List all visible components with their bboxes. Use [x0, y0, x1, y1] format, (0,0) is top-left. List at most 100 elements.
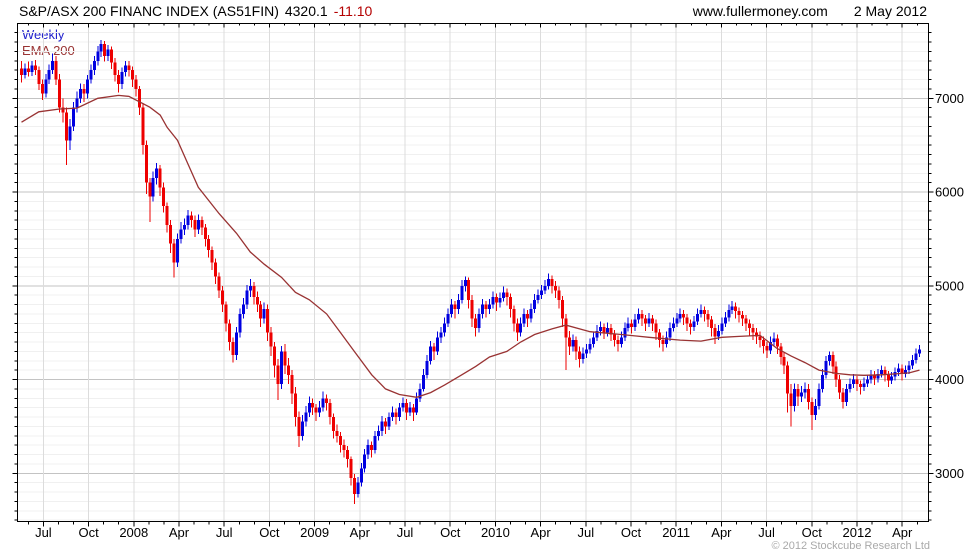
copyright-label: © 2012 Stockcube Research Ltd: [771, 540, 930, 552]
candle-body: [449, 304, 453, 314]
candle-body: [40, 84, 44, 94]
candle-body: [574, 340, 578, 352]
x-tick-label: 2011: [662, 525, 690, 540]
candle-body: [553, 285, 557, 291]
candle-body: [456, 299, 460, 310]
y-tick-label: 6000: [935, 185, 964, 200]
candle-body: [550, 279, 554, 286]
candle-body: [61, 107, 65, 113]
candle-body: [273, 346, 277, 366]
candle-body: [633, 319, 637, 327]
candle-body: [352, 477, 356, 494]
candle-body: [706, 313, 710, 320]
candle-body: [96, 51, 100, 61]
candle-body: [557, 290, 561, 300]
date-label: 2 May 2012: [853, 3, 927, 19]
candle-body: [501, 292, 505, 298]
candle-body: [755, 332, 759, 337]
candle-body: [664, 337, 668, 344]
grid-minor: [17, 32, 929, 521]
candle-body: [886, 374, 890, 381]
y-tick-label: 5000: [935, 278, 964, 293]
candle-body: [872, 374, 876, 379]
candle-body: [588, 343, 592, 350]
candle-body: [907, 365, 911, 371]
candle-body: [304, 412, 308, 422]
candle-body: [730, 306, 734, 311]
candle-body: [879, 370, 883, 374]
candle-body: [436, 337, 440, 352]
candle-body: [917, 349, 921, 354]
candle-body: [51, 60, 55, 71]
candle-body: [58, 79, 62, 108]
candle-body: [484, 304, 488, 310]
candle-body: [678, 313, 682, 319]
candle-body: [394, 412, 398, 417]
candle-body: [439, 332, 443, 338]
candle-body: [311, 402, 315, 408]
candle-body: [113, 62, 117, 75]
candle-body: [359, 468, 363, 483]
candle-body: [512, 309, 516, 324]
candle-body: [647, 318, 651, 324]
candle-body: [692, 321, 696, 327]
candle-body: [883, 370, 887, 375]
grid-vertical: [42, 23, 903, 522]
candle-body: [675, 318, 679, 324]
x-tick-label: Jul: [758, 525, 775, 540]
candle-body: [203, 227, 207, 239]
candle-body: [581, 353, 585, 359]
candle-body: [526, 313, 530, 319]
candle-body: [876, 373, 880, 379]
candle-body: [803, 388, 807, 393]
candle-body: [723, 317, 727, 324]
candle-body: [415, 398, 419, 413]
chart-title-bar: S&P/ASX 200 FINANC INDEX (AS51FIN) 4320.1…: [19, 3, 372, 19]
candle-body: [280, 351, 284, 385]
candle-body: [904, 370, 908, 374]
candle-body: [335, 431, 339, 436]
x-tick-label: 2008: [119, 525, 148, 540]
y-tick-label: 3000: [935, 466, 964, 481]
candle-body: [890, 376, 894, 381]
candle-body: [148, 182, 152, 197]
candle-body: [813, 405, 817, 416]
candle-body: [162, 187, 166, 207]
candle-body: [498, 297, 502, 303]
x-axis-labels: Jul Oct 2008 Apr Jul Oct 2009 Apr Jul Oct 2010 Apr J…: [35, 525, 913, 540]
plot-frame: [17, 23, 929, 522]
candle-body: [418, 388, 422, 399]
candle-body: [262, 309, 266, 319]
x-tick-label: Jul: [35, 525, 52, 540]
candle-body: [144, 145, 148, 183]
candle-body: [796, 388, 800, 397]
candle-body: [238, 313, 242, 333]
candle-body: [165, 206, 169, 225]
candle-body: [196, 220, 200, 230]
candle-body: [900, 368, 904, 374]
candle-body: [318, 407, 322, 413]
candle-body: [592, 337, 596, 344]
candle-body: [266, 309, 270, 333]
candle-body: [751, 327, 755, 333]
candle-body: [848, 384, 852, 389]
candle-body: [207, 238, 211, 251]
candle-body: [810, 402, 814, 416]
candle-body: [37, 70, 41, 85]
candle-body: [689, 323, 693, 327]
candle-body: [384, 421, 388, 427]
axis-ticks: [12, 23, 934, 527]
candle-body: [598, 327, 602, 331]
candle-body: [182, 224, 186, 230]
candle-body: [390, 412, 394, 417]
candle-body: [75, 98, 79, 108]
candle-body: [727, 310, 731, 318]
candle-body: [82, 88, 86, 94]
candle-body: [831, 355, 835, 367]
candle-body: [494, 297, 498, 303]
candlestick-series: [20, 40, 921, 505]
candle-body: [786, 365, 790, 394]
candle-body: [293, 393, 297, 417]
candle-body: [571, 340, 575, 347]
